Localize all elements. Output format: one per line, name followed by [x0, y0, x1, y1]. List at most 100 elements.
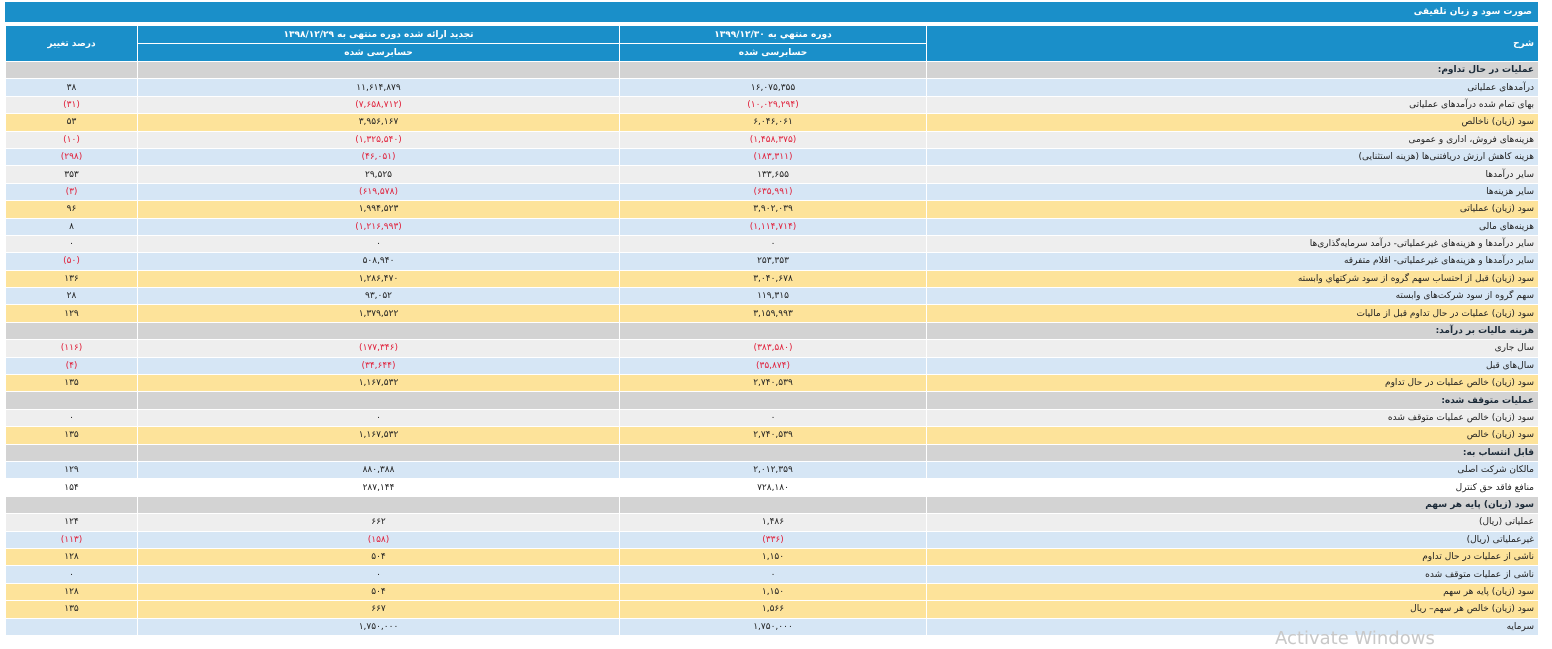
table-row: هزینه‌های فروش، اداری و عمومی (۱,۴۵۸,۳۷۵)… — [5, 130, 1539, 149]
row-description: هزینه‌های فروش، اداری و عمومی — [926, 130, 1539, 149]
row-change-percent: ۵۳ — [5, 113, 138, 132]
row-change-percent: ۱۳۶ — [5, 269, 138, 289]
row-current-value — [619, 391, 927, 410]
row-prior-value: ۰ — [137, 565, 620, 584]
row-prior-value — [137, 60, 620, 80]
row-description: قابل انتساب به: — [926, 443, 1539, 462]
row-change-percent: ۱۲۴ — [5, 513, 138, 532]
row-prior-value: ۱,۹۹۴,۵۲۳ — [137, 200, 620, 219]
row-description: بهاى تمام شده درآمدهای عملیاتی — [926, 95, 1539, 115]
row-description: سود (زیان) خالص عملیات در حال تداوم — [926, 374, 1539, 393]
row-description: سال جاری — [926, 339, 1539, 358]
row-prior-value: ۸۸۰,۳۸۸ — [137, 460, 620, 480]
row-change-percent: (۱۱۳) — [5, 530, 138, 549]
row-prior-value: (۷,۶۵۸,۷۱۲) — [137, 95, 620, 115]
section-row: عملیات متوقف شده: — [5, 391, 1539, 410]
table-row: هزینه‌های مالی (۱,۱۱۴,۷۱۴) (۱,۲۱۶,۹۹۳) ۸ — [5, 217, 1539, 236]
table-row: سود (زیان) خالص هر سهم– ریال ۱,۵۶۶ ۶۶۷ ۱۳۵ — [5, 600, 1539, 619]
header-change-percent: درصد تغییر — [5, 25, 138, 62]
section-row: قابل انتساب به: — [5, 443, 1539, 462]
row-description: سرمایه — [926, 617, 1539, 636]
row-prior-value — [137, 321, 620, 341]
row-current-value: ۳,۱۵۹,۹۹۳ — [619, 304, 927, 323]
row-current-value: ۱,۱۵۰ — [619, 547, 927, 567]
row-description: سود (زیان) خالص هر سهم– ریال — [926, 600, 1539, 619]
row-change-percent: ۱۳۵ — [5, 426, 138, 445]
row-description: سایر درآمدها و هزینه‌های غیرعملیاتی- درآ… — [926, 234, 1539, 254]
row-current-value: (۱۸۳,۳۱۱) — [619, 147, 927, 167]
table-body: عملیات در حال تداوم: درآمدهای عملیاتی ۱۶,۰… — [5, 60, 1539, 636]
row-description: سود (زیان) خالص عملیات متوقف شده — [926, 408, 1539, 428]
row-prior-value — [137, 391, 620, 410]
header-current-audit-status: حسابرسی شده — [619, 43, 927, 62]
row-prior-value: (۱۵۸) — [137, 530, 620, 549]
header-prior-audit-status: حسابرسی شده — [137, 43, 620, 62]
row-prior-value: ۶۶۲ — [137, 513, 620, 532]
row-prior-value: ۵۰۴ — [137, 547, 620, 567]
table-row: سود (زیان) عملیاتی ۳,۹۰۲,۰۳۹ ۱,۹۹۴,۵۲۳ ۹۶ — [5, 200, 1539, 219]
row-prior-value: ۱,۳۷۹,۵۲۲ — [137, 304, 620, 323]
row-description: هزینه‌های مالی — [926, 217, 1539, 236]
table-row: سود (زیان) ناخالص ۶,۰۴۶,۰۶۱ ۳,۹۵۶,۱۶۷ ۵۳ — [5, 113, 1539, 132]
row-change-percent: (۱۰) — [5, 130, 138, 149]
table-row: درآمدهای عملیاتی ۱۶,۰۷۵,۳۵۵ ۱۱,۶۱۴,۸۷۹ ۳۸ — [5, 78, 1539, 97]
row-change-percent: (۲۹۸) — [5, 147, 138, 167]
row-current-value: ۰ — [619, 234, 927, 254]
row-current-value: ۳,۰۴۰,۶۷۸ — [619, 269, 927, 289]
row-current-value: ۱۳۳,۶۵۵ — [619, 165, 927, 184]
table-row: غیرعملیاتی (ریال) (۳۳۶) (۱۵۸) (۱۱۳) — [5, 530, 1539, 549]
row-prior-value: (۱,۳۲۵,۵۴۰) — [137, 130, 620, 149]
row-current-value — [619, 495, 927, 515]
row-prior-value — [137, 443, 620, 462]
row-current-value: (۱,۴۵۸,۳۷۵) — [619, 130, 927, 149]
header-description: شرح — [926, 25, 1539, 62]
row-change-percent: ۲۸ — [5, 287, 138, 306]
report-container: صورت سود و زیان تلفیقی شرح دوره منتهي به… — [5, 2, 1539, 636]
row-description: هزینه مالیات بر درآمد: — [926, 321, 1539, 341]
row-current-value: (۳۳۶) — [619, 530, 927, 549]
row-change-percent: ۰ — [5, 234, 138, 254]
table-row: ناشی از عملیات در حال تداوم ۱,۱۵۰ ۵۰۴ ۱۲۸ — [5, 547, 1539, 567]
row-current-value: ۱,۵۶۶ — [619, 600, 927, 619]
row-prior-value: ۱,۱۶۷,۵۳۲ — [137, 426, 620, 445]
row-change-percent: ۱۲۹ — [5, 304, 138, 323]
row-prior-value: ۵۰۴ — [137, 582, 620, 602]
row-change-percent: ۹۶ — [5, 200, 138, 219]
table-row: هزینه کاهش ارزش دریافتنی‌ها (هزینه استثن… — [5, 147, 1539, 167]
table-row: بهاى تمام شده درآمدهای عملیاتی (۱۰,۰۲۹,۲۹… — [5, 95, 1539, 115]
row-change-percent: ۱۲۸ — [5, 547, 138, 567]
row-current-value: ۲,۷۴۰,۵۳۹ — [619, 426, 927, 445]
row-change-percent: ۰ — [5, 408, 138, 428]
table-row: سود (زیان) قبل از احتساب سهم گروه از سود… — [5, 269, 1539, 289]
row-current-value: ۱۱۹,۳۱۵ — [619, 287, 927, 306]
row-prior-value: ۶۶۷ — [137, 600, 620, 619]
table-row: مالکان شرکت اصلی ۲,۰۱۲,۳۵۹ ۸۸۰,۳۸۸ ۱۲۹ — [5, 460, 1539, 480]
row-prior-value — [137, 495, 620, 515]
row-current-value: ۳,۹۰۲,۰۳۹ — [619, 200, 927, 219]
row-change-percent: ۰ — [5, 565, 138, 584]
row-description: سهم گروه از سود شرکت‌های وابسته — [926, 287, 1539, 306]
row-prior-value: ۱,۱۶۷,۵۳۲ — [137, 374, 620, 393]
row-prior-value: ۲۹,۵۲۵ — [137, 165, 620, 184]
income-statement-table: شرح دوره منتهي به ۱۳۹۹/۱۲/۳۰ تجدید ارائه… — [5, 25, 1539, 636]
row-description: سایر هزینه‌ها — [926, 182, 1539, 202]
row-prior-value: ۹۳,۰۵۲ — [137, 287, 620, 306]
table-row: سود (زیان) خالص عملیات در حال تداوم ۲,۷۴۰… — [5, 374, 1539, 393]
row-description: عملیات در حال تداوم: — [926, 60, 1539, 80]
table-row: سایر هزینه‌ها (۶۳۵,۹۹۱) (۶۱۹,۵۷۸) (۳) — [5, 182, 1539, 202]
row-current-value — [619, 443, 927, 462]
row-description: سود (زیان) خالص — [926, 426, 1539, 445]
row-description: سود (زیان) ناخالص — [926, 113, 1539, 132]
row-change-percent — [5, 321, 138, 341]
row-description: عملیات متوقف شده: — [926, 391, 1539, 410]
table-row: سال‌های قبل (۳۵,۸۷۴) (۳۴,۶۴۴) (۴) — [5, 356, 1539, 376]
row-current-value — [619, 321, 927, 341]
row-current-value: ۲,۰۱۲,۳۵۹ — [619, 460, 927, 480]
row-prior-value: ۵۰۸,۹۴۰ — [137, 252, 620, 271]
table-row: عملیاتی (ریال) ۱,۴۸۶ ۶۶۲ ۱۲۴ — [5, 513, 1539, 532]
row-description: سایر درآمدها — [926, 165, 1539, 184]
row-change-percent — [5, 60, 138, 80]
row-change-percent: ۱۳۵ — [5, 600, 138, 619]
row-change-percent: ۱۵۴ — [5, 478, 138, 497]
row-prior-value: (۱۷۷,۳۴۶) — [137, 339, 620, 358]
